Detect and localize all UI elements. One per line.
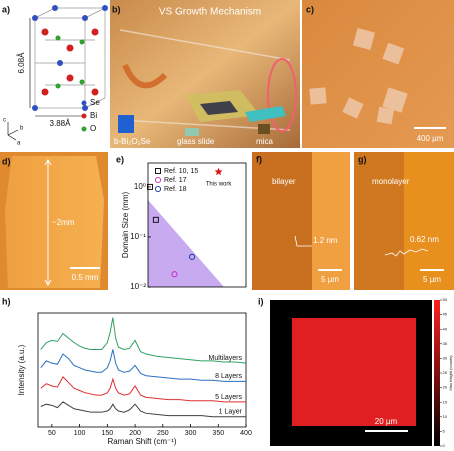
length-arrow: [44, 159, 52, 286]
item-label: mica: [256, 137, 273, 146]
series-label: Multilayers: [209, 355, 243, 362]
point: [171, 271, 178, 278]
scale-bar-label: 400 µm: [417, 134, 444, 143]
series-label: 1 Layer: [219, 409, 243, 416]
atom-label: Bi: [90, 111, 97, 120]
atom-label: O: [90, 124, 96, 133]
x-tick-label: 300: [185, 430, 197, 437]
layer-label: bilayer: [272, 177, 296, 186]
colorbar-tick-label: 15: [443, 399, 448, 404]
colorbar-tick-label: 30: [443, 355, 448, 360]
point: [152, 216, 159, 223]
axis-label: c: [3, 118, 6, 124]
afm-region: [404, 152, 454, 290]
atoms: [7, 5, 108, 141]
y-tick-label: 10⁰: [134, 182, 146, 191]
item-label: glass slide: [177, 137, 215, 146]
colorbar-tick-label: 35: [443, 341, 448, 346]
point-label: This work: [206, 181, 233, 187]
scale-bar-label: 5 µm: [321, 275, 339, 284]
panel-label: b): [112, 4, 121, 14]
atom-label: Se: [90, 98, 100, 107]
slide-icon: [185, 128, 199, 136]
spectrum: [40, 401, 246, 418]
crystal-structure: [34, 7, 106, 109]
layer-label: monolayer: [372, 177, 410, 186]
spectrum: [40, 317, 247, 364]
colorbar-tick-label: 45: [443, 312, 448, 317]
tube: [119, 29, 297, 132]
x-tick-label: 350: [212, 430, 224, 437]
scheme-title: VS Growth Mechanism: [159, 7, 261, 18]
profile: [384, 248, 429, 257]
legend-marker: [154, 185, 162, 193]
panel-label: c): [306, 4, 314, 14]
axis-label: a: [17, 141, 21, 147]
colorbar-label: Max height (counts): [448, 355, 453, 391]
panel-label: h): [2, 296, 11, 306]
point: [147, 183, 153, 190]
panel-label: g): [358, 154, 367, 164]
scale-bar-label: 5 µm: [423, 275, 441, 284]
y-tick-label: 10⁻¹: [130, 232, 146, 241]
profile: [294, 235, 312, 247]
colorbar-tick-label: 20: [443, 385, 448, 390]
panel-label: d): [2, 156, 11, 166]
series-label: 5 Layers: [215, 394, 242, 401]
panel-label: f): [256, 154, 262, 164]
item-label: b-Bi₂O₂Se: [114, 137, 151, 146]
legend-marker: [154, 176, 162, 184]
flake-map: [292, 318, 416, 426]
large-flake: [5, 156, 104, 288]
x-tick-label: 250: [157, 430, 169, 437]
plot-frame: [147, 162, 247, 288]
legend-marker: [155, 168, 161, 174]
spectrum: [40, 376, 246, 403]
scale-bar-label: 20 µm: [375, 417, 398, 426]
optical-image: [302, 0, 454, 148]
colorbar-tick-label: 0: [443, 443, 446, 448]
colorbar-tick-label: 10: [443, 414, 448, 419]
mica-icon: [258, 124, 270, 134]
scale-bar-label: 0.5 mm: [72, 273, 99, 282]
growth-scheme: [110, 0, 300, 148]
y-axis-label: Intensity (a.u.): [17, 344, 26, 395]
colorbar-tick-label: 50: [443, 297, 448, 302]
colorbar-tick-label: 25: [443, 370, 448, 375]
shaded-region: [148, 200, 224, 287]
length-label: ~2mm: [52, 218, 75, 227]
spectrum: [40, 349, 246, 382]
x-tick-label: 400: [240, 430, 252, 437]
x-tick-label: 100: [74, 430, 86, 437]
axis-label: b: [20, 126, 24, 132]
legend-label: Ref. 10, 15: [164, 168, 198, 175]
point: [214, 167, 223, 176]
point: [189, 253, 196, 260]
step-height: 1.2 nm: [313, 236, 338, 245]
x-tick-label: 150: [101, 430, 113, 437]
x-axis-label: Raman Shift (cm⁻¹): [107, 437, 176, 446]
lattice-c: 6.08Å: [17, 52, 26, 74]
colorbar-tick-label: 40: [443, 326, 448, 331]
y-axis-label: Domain Size (mm): [121, 192, 130, 259]
plot-frame: [37, 312, 247, 428]
series-label: 8 Layers: [215, 373, 242, 380]
colorbar-tick-label: 5: [443, 428, 446, 433]
legend-label: Ref. 17: [164, 177, 187, 184]
panel-label: a): [2, 4, 10, 14]
legend-label: Ref. 18: [164, 186, 187, 193]
y-tick-label: 10⁻²: [130, 282, 146, 291]
x-tick-label: 200: [129, 430, 141, 437]
crystal-icon: [118, 115, 134, 133]
afm-region: [312, 152, 350, 290]
lattice-a: 3.88Å: [50, 119, 72, 128]
step-height: 0.62 nm: [410, 235, 439, 244]
panel-label: e): [116, 154, 124, 164]
flakes: [309, 27, 408, 125]
colorbar: [434, 300, 440, 446]
panel-label: i): [258, 296, 264, 306]
x-tick-label: 50: [48, 430, 56, 437]
